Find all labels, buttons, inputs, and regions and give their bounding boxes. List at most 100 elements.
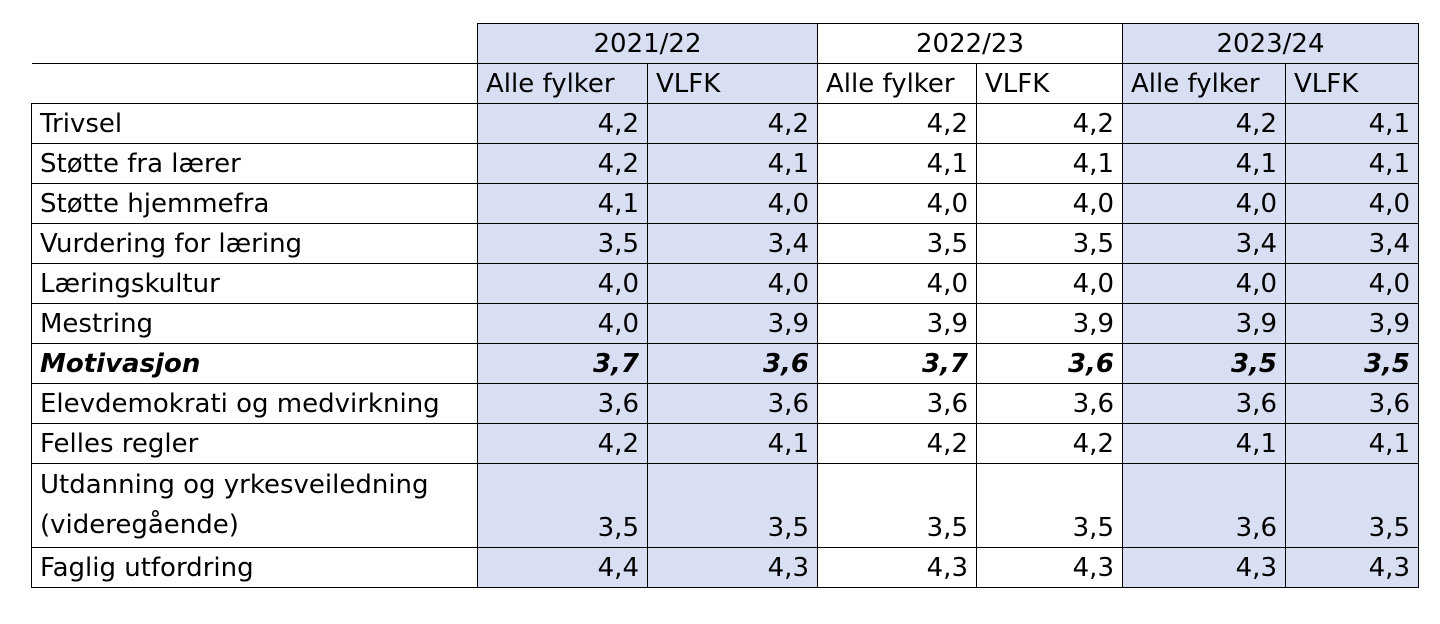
value-cell: 4,1: [477, 183, 648, 224]
value-cell: 3,4: [647, 223, 818, 264]
value-cell: 3,6: [1285, 383, 1419, 424]
value-cell: 4,0: [976, 263, 1123, 304]
value-cell: 4,0: [1285, 263, 1419, 304]
value-cell: 4,2: [477, 103, 648, 144]
value-cell: 4,1: [1285, 423, 1419, 464]
value-cell: 3,7: [477, 343, 648, 384]
value-cell: 3,5: [477, 223, 648, 264]
value-cell: 3,9: [1122, 303, 1286, 344]
value-cell: 3,5: [1285, 343, 1419, 384]
row-label: Felles regler: [31, 423, 478, 464]
table-row: Støtte hjemmefra 4,1 4,0 4,0 4,0 4,0 4,0: [31, 183, 1419, 224]
value-cell: 3,9: [817, 303, 977, 344]
row-label: Elevdemokrati og medvirkning: [31, 383, 478, 424]
survey-results-table: 2021/22 2022/23 2023/24 Alle fylker VLFK…: [31, 23, 1419, 588]
value-cell: 4,0: [1285, 183, 1419, 224]
value-cell: 4,1: [976, 143, 1123, 184]
row-label: Faglig utfordring: [31, 547, 478, 588]
value-cell: 4,1: [647, 423, 818, 464]
corner-cell: [31, 23, 478, 64]
value-cell: 3,6: [1122, 463, 1286, 548]
value-cell: 3,4: [1285, 223, 1419, 264]
value-cell: 3,5: [1122, 343, 1286, 384]
subheader-cell: Alle fylker: [817, 63, 977, 104]
value-cell: 4,1: [817, 143, 977, 184]
table-row: Elevdemokrati og medvirkning 3,6 3,6 3,6…: [31, 383, 1419, 424]
row-label: Læringskultur: [31, 263, 478, 304]
value-cell: 3,6: [976, 343, 1123, 384]
value-cell: 4,0: [1122, 183, 1286, 224]
table-row: Faglig utfordring 4,4 4,3 4,3 4,3 4,3 4,…: [31, 547, 1419, 588]
value-cell: 3,6: [1122, 383, 1286, 424]
row-label: Støtte hjemmefra: [31, 183, 478, 224]
value-cell: 3,6: [976, 383, 1123, 424]
table-row-highlighted: Motivasjon 3,7 3,6 3,7 3,6 3,5 3,5: [31, 343, 1419, 384]
row-label: Trivsel: [31, 103, 478, 144]
subheader-cell: Alle fylker: [1122, 63, 1286, 104]
value-cell: 3,5: [976, 463, 1123, 548]
row-label: Støtte fra lærer: [31, 143, 478, 184]
value-cell: 3,5: [817, 463, 977, 548]
value-cell: 4,2: [817, 103, 977, 144]
year-header: 2023/24: [1122, 23, 1419, 64]
value-cell: 3,6: [647, 343, 818, 384]
value-cell: 3,7: [817, 343, 977, 384]
table-row: Felles regler 4,2 4,1 4,2 4,2 4,1 4,1: [31, 423, 1419, 464]
value-cell: 3,6: [817, 383, 977, 424]
value-cell: 3,5: [1285, 463, 1419, 548]
value-cell: 3,9: [1285, 303, 1419, 344]
value-cell: 4,2: [477, 423, 648, 464]
corner-cell: [31, 63, 478, 104]
value-cell: 3,9: [976, 303, 1123, 344]
table-row: Utdanning og yrkesveiledning (videregåen…: [31, 463, 1419, 548]
value-cell: 4,2: [817, 423, 977, 464]
row-label: Vurdering for læring: [31, 223, 478, 264]
value-cell: 3,5: [976, 223, 1123, 264]
value-cell: 3,5: [817, 223, 977, 264]
value-cell: 4,2: [976, 103, 1123, 144]
year-header: 2021/22: [477, 23, 818, 64]
value-cell: 3,9: [647, 303, 818, 344]
value-cell: 4,1: [647, 143, 818, 184]
year-header-row: 2021/22 2022/23 2023/24: [31, 23, 1419, 64]
value-cell: 4,0: [647, 263, 818, 304]
subheader-row: Alle fylker VLFK Alle fylker VLFK Alle f…: [31, 63, 1419, 104]
row-label: Mestring: [31, 303, 478, 344]
value-cell: 4,3: [1285, 547, 1419, 588]
value-cell: 4,0: [817, 263, 977, 304]
value-cell: 3,5: [477, 463, 648, 548]
value-cell: 4,0: [817, 183, 977, 224]
table-row: Vurdering for læring 3,5 3,4 3,5 3,5 3,4…: [31, 223, 1419, 264]
row-label: Motivasjon: [31, 343, 478, 384]
value-cell: 4,3: [647, 547, 818, 588]
value-cell: 4,1: [1122, 423, 1286, 464]
table-row: Støtte fra lærer 4,2 4,1 4,1 4,1 4,1 4,1: [31, 143, 1419, 184]
row-label: Utdanning og yrkesveiledning (videregåen…: [31, 463, 478, 548]
value-cell: 3,5: [647, 463, 818, 548]
value-cell: 3,4: [1122, 223, 1286, 264]
table-row: Trivsel 4,2 4,2 4,2 4,2 4,2 4,1: [31, 103, 1419, 144]
value-cell: 4,3: [817, 547, 977, 588]
subheader-cell: VLFK: [647, 63, 818, 104]
value-cell: 3,6: [477, 383, 648, 424]
value-cell: 4,1: [1285, 143, 1419, 184]
subheader-cell: VLFK: [976, 63, 1123, 104]
value-cell: 4,3: [976, 547, 1123, 588]
value-cell: 4,1: [1122, 143, 1286, 184]
subheader-cell: Alle fylker: [477, 63, 648, 104]
value-cell: 4,0: [477, 303, 648, 344]
value-cell: 4,0: [647, 183, 818, 224]
value-cell: 4,1: [1285, 103, 1419, 144]
value-cell: 4,2: [647, 103, 818, 144]
value-cell: 4,2: [976, 423, 1123, 464]
value-cell: 4,0: [477, 263, 648, 304]
value-cell: 4,0: [976, 183, 1123, 224]
year-header: 2022/23: [817, 23, 1123, 64]
value-cell: 4,0: [1122, 263, 1286, 304]
table-row: Mestring 4,0 3,9 3,9 3,9 3,9 3,9: [31, 303, 1419, 344]
value-cell: 3,6: [647, 383, 818, 424]
value-cell: 4,4: [477, 547, 648, 588]
table-row: Læringskultur 4,0 4,0 4,0 4,0 4,0 4,0: [31, 263, 1419, 304]
value-cell: 4,3: [1122, 547, 1286, 588]
value-cell: 4,2: [1122, 103, 1286, 144]
